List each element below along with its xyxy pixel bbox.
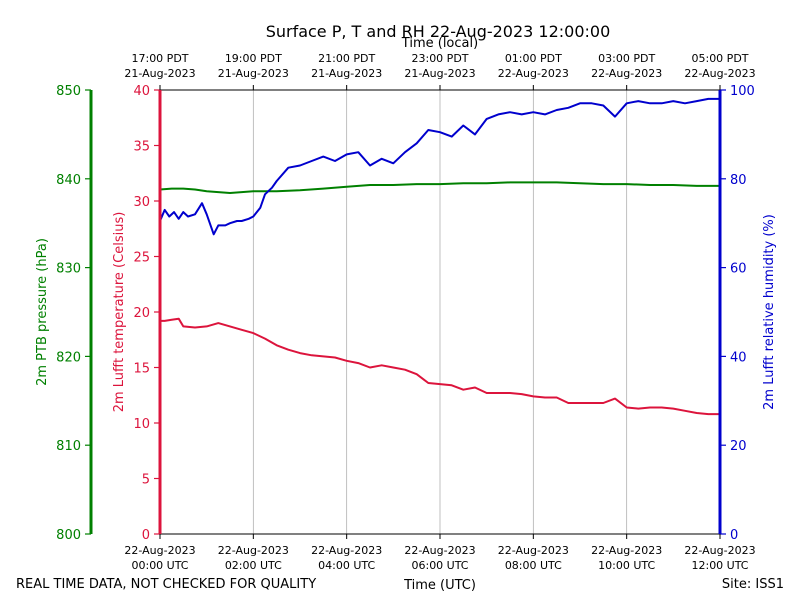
humidity-axis-tick-label: 100 bbox=[730, 84, 755, 99]
top-tick-time: 17:00 PDT bbox=[131, 52, 188, 65]
bottom-tick-date: 22-Aug-2023 bbox=[498, 544, 569, 557]
bottom-tick-date: 22-Aug-2023 bbox=[311, 544, 382, 557]
bottom-tick-time: 10:00 UTC bbox=[598, 559, 655, 572]
top-tick-date: 21-Aug-2023 bbox=[218, 67, 289, 80]
top-tick-time: 23:00 PDT bbox=[411, 52, 468, 65]
bottom-tick-time: 00:00 UTC bbox=[131, 559, 188, 572]
pressure-axis-tick-label: 830 bbox=[56, 262, 81, 277]
axes bbox=[85, 85, 726, 539]
temperature-axis-label: 2m Lufft temperature (Celsius) bbox=[112, 212, 127, 413]
temperature-axis-tick-label: 15 bbox=[133, 362, 150, 377]
temperature-axis-tick-label: 25 bbox=[133, 251, 150, 266]
bottom-tick-time: 02:00 UTC bbox=[225, 559, 282, 572]
bottom-tick-time: 04:00 UTC bbox=[318, 559, 375, 572]
humidity-axis-tick-label: 0 bbox=[730, 528, 738, 543]
pressure-axis-tick-label: 800 bbox=[56, 528, 81, 543]
temperature-axis-tick-label: 35 bbox=[133, 140, 150, 155]
bottom-tick-date: 22-Aug-2023 bbox=[124, 544, 195, 557]
pressure-line bbox=[159, 181, 720, 194]
bottom-axis-label: Time (UTC) bbox=[403, 578, 476, 593]
humidity-axis-label: 2m Lufft relative humidity (%) bbox=[762, 214, 777, 410]
pressure-axis-tick-label: 840 bbox=[56, 173, 81, 188]
humidity-axis-tick-label: 60 bbox=[730, 262, 747, 277]
top-tick-date: 21-Aug-2023 bbox=[404, 67, 475, 80]
bottom-tick-time: 12:00 UTC bbox=[691, 559, 748, 572]
temperature-axis-tick-label: 40 bbox=[133, 84, 150, 99]
top-axis-label: Time (local) bbox=[401, 36, 478, 51]
tick-labels: 800 810 820 830 840 850 0 5 10 15 20 25 30 35 40 0 20 40 6… bbox=[56, 52, 755, 572]
temperature-axis-tick-label: 0 bbox=[142, 528, 150, 543]
temperature-axis-tick-label: 5 bbox=[142, 473, 150, 488]
top-tick-date: 22-Aug-2023 bbox=[591, 67, 662, 80]
top-tick-date: 22-Aug-2023 bbox=[498, 67, 569, 80]
vertical-gridlines bbox=[252, 90, 628, 534]
pressure-axis-tick-label: 810 bbox=[56, 439, 81, 454]
temperature-axis-tick-label: 30 bbox=[133, 195, 150, 210]
top-tick-date: 21-Aug-2023 bbox=[124, 67, 195, 80]
bottom-tick-time: 08:00 UTC bbox=[505, 559, 562, 572]
top-tick-time: 19:00 PDT bbox=[225, 52, 282, 65]
pressure-axis-tick-label: 850 bbox=[56, 84, 81, 99]
site-label: Site: ISS1 bbox=[722, 577, 784, 592]
chart-title: Surface P, T and RH 22-Aug-2023 12:00:00 bbox=[266, 22, 611, 41]
humidity-axis-tick-label: 80 bbox=[730, 173, 747, 188]
top-tick-time: 05:00 PDT bbox=[691, 52, 748, 65]
data-series bbox=[159, 97, 720, 416]
bottom-tick-time: 06:00 UTC bbox=[411, 559, 468, 572]
humidity-line bbox=[159, 97, 720, 236]
humidity-axis-tick-label: 40 bbox=[730, 350, 747, 365]
bottom-tick-date: 22-Aug-2023 bbox=[591, 544, 662, 557]
top-tick-time: 21:00 PDT bbox=[318, 52, 375, 65]
bottom-tick-date: 22-Aug-2023 bbox=[684, 544, 755, 557]
quality-disclaimer: REAL TIME DATA, NOT CHECKED FOR QUALITY bbox=[16, 577, 316, 592]
temperature-axis-tick-label: 10 bbox=[133, 417, 150, 432]
top-tick-time: 01:00 PDT bbox=[505, 52, 562, 65]
temperature-axis-tick-label: 20 bbox=[133, 306, 150, 321]
top-tick-date: 22-Aug-2023 bbox=[684, 67, 755, 80]
pressure-axis-tick-label: 820 bbox=[56, 350, 81, 365]
bottom-tick-date: 22-Aug-2023 bbox=[218, 544, 289, 557]
bottom-tick-date: 22-Aug-2023 bbox=[404, 544, 475, 557]
top-tick-date: 21-Aug-2023 bbox=[311, 67, 382, 80]
temperature-line bbox=[160, 317, 720, 416]
pressure-axis-label: 2m PTB pressure (hPa) bbox=[35, 238, 50, 386]
top-tick-time: 03:00 PDT bbox=[598, 52, 655, 65]
humidity-axis-tick-label: 20 bbox=[730, 439, 747, 454]
